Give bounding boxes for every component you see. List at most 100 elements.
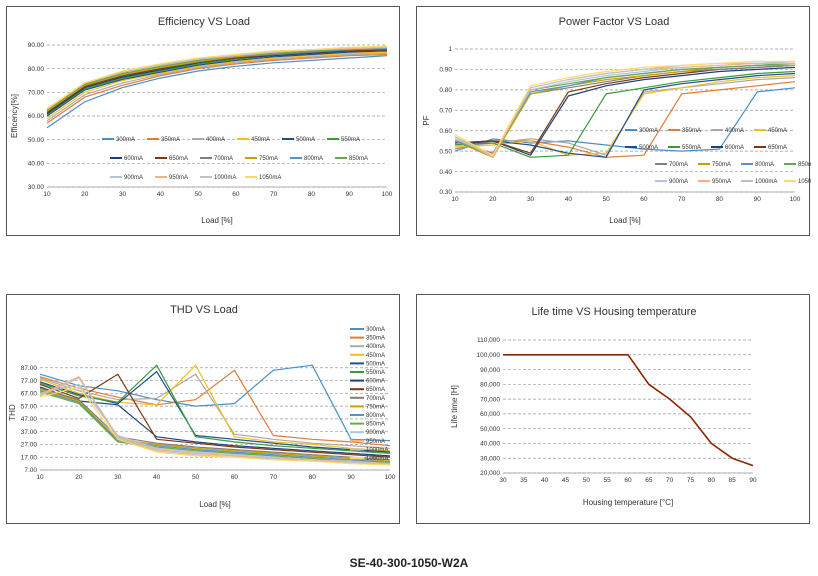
legend-label: 500mA: [366, 361, 385, 367]
series-line: [46, 52, 388, 122]
legend-label: 350mA: [366, 336, 385, 342]
legend-label: 800mA: [304, 156, 323, 162]
legend-label: 1050mA: [259, 175, 281, 181]
chart-title: Efficiency VS Load: [158, 16, 250, 28]
legend-label: 850mA: [798, 162, 811, 168]
x-tick-label: 40: [541, 477, 549, 484]
series-line: [46, 51, 388, 119]
legend-label: 1000mA: [755, 179, 777, 185]
series-line: [39, 376, 391, 465]
x-tick-label: 70: [270, 474, 278, 481]
x-tick-label: 55: [604, 477, 612, 484]
chart-title: THD VS Load: [170, 304, 238, 316]
legend-label: 1000mA: [366, 447, 388, 453]
y-tick-label: 0.50: [439, 148, 452, 155]
x-tick-label: 90: [347, 474, 355, 481]
x-tick-label: 40: [157, 191, 165, 198]
y-axis-label: Life time [H]: [450, 385, 459, 428]
legend-label: 600mA: [124, 156, 143, 162]
legend-label: 300mA: [639, 128, 658, 134]
y-tick-label: 27.00: [21, 442, 38, 449]
x-tick-label: 80: [716, 196, 724, 203]
series-line: [46, 53, 388, 124]
legend-label: 700mA: [669, 162, 688, 168]
x-tick-label: 70: [678, 196, 686, 203]
x-tick-label: 30: [527, 196, 535, 203]
y-tick-label: 87.00: [21, 365, 38, 372]
lifetime-chart: Life time VS Housing temperature 20,00030…: [450, 306, 757, 507]
y-tick-label: 57.00: [21, 403, 38, 410]
legend-label: 750mA: [366, 404, 385, 410]
legend-label: 1050mA: [366, 456, 388, 462]
x-tick-label: 30: [114, 474, 122, 481]
x-tick-label: 30: [499, 477, 507, 484]
legend-label: 500mA: [639, 145, 658, 151]
y-tick-label: 0.60: [439, 128, 452, 135]
thd-chart-panel: THD VS Load 7.00 17.00 27.00 37.00 47.00 57.00…: [6, 294, 400, 524]
x-tick-label: 60: [231, 474, 239, 481]
x-axis-label: Load [%]: [199, 500, 231, 509]
series-line: [503, 353, 754, 467]
x-tick-label: 40: [565, 196, 573, 203]
legend-label: 650mA: [768, 145, 787, 151]
legend-label: 400mA: [366, 344, 385, 350]
x-tick-label: 85: [729, 477, 737, 484]
y-tick-label: 90.00: [28, 42, 45, 49]
x-tick-label: 50: [583, 477, 591, 484]
y-tick-label: 60,000: [480, 411, 500, 418]
series-line: [39, 369, 391, 447]
lifetime-chart-panel: Life time VS Housing temperature 20,000 30…: [416, 294, 810, 524]
legend-label: 800mA: [366, 413, 385, 419]
y-tick-label: 67.00: [21, 391, 38, 398]
y-tick-label: 100,000: [477, 352, 501, 359]
y-tick-label: 80,000: [480, 382, 500, 389]
y-tick-label: 20,000: [480, 470, 500, 477]
thd-chart: THD VS Load 7.00 17.00 27.00 37.00 47.00 57.00…: [8, 304, 396, 509]
y-axis-label: Efficency[%]: [10, 94, 19, 138]
legend-label: 550mA: [682, 145, 701, 151]
x-tick-label: 35: [520, 477, 528, 484]
y-tick-label: 77.00: [21, 378, 38, 385]
series-line: [46, 55, 388, 129]
legend-label: 600mA: [366, 379, 385, 385]
series-line: [39, 373, 391, 449]
chart-title: Life time VS Housing temperature: [531, 306, 696, 318]
legend-label: 350mA: [682, 128, 701, 134]
legend-label: 500mA: [296, 137, 315, 143]
y-tick-label: 1: [448, 46, 452, 53]
legend-label: 750mA: [259, 156, 278, 162]
y-tick-label: 50.00: [28, 137, 45, 144]
x-tick-label: 80: [308, 191, 316, 198]
series-line: [454, 66, 796, 156]
x-tick-label: 100: [790, 196, 801, 203]
x-tick-label: 65: [645, 477, 653, 484]
legend-label: 300mA: [116, 137, 135, 143]
x-tick-label: 90: [754, 196, 762, 203]
x-tick-label: 50: [194, 191, 202, 198]
legend-label: 450mA: [768, 128, 787, 134]
legend-label: 700mA: [366, 396, 385, 402]
x-tick-label: 50: [602, 196, 610, 203]
legend-label: 600mA: [725, 145, 744, 151]
series-line: [39, 387, 391, 461]
legend-label: 400mA: [725, 128, 744, 134]
y-tick-label: 30.00: [28, 184, 45, 191]
series-line: [454, 60, 795, 156]
x-tick-label: 80: [309, 474, 317, 481]
legend-label: 950mA: [366, 439, 385, 445]
series-line: [39, 364, 391, 454]
series-line: [39, 390, 391, 463]
y-tick-label: 0.90: [439, 67, 452, 74]
model-number-footer: SE-40-300-1050-W2A: [349, 556, 469, 570]
y-tick-label: 0.70: [439, 107, 452, 114]
y-tick-label: 47.00: [21, 416, 38, 423]
y-tick-label: 7.00: [24, 467, 37, 474]
x-axis-label: Load [%]: [201, 216, 233, 225]
x-tick-label: 80: [708, 477, 716, 484]
x-tick-label: 60: [232, 191, 240, 198]
legend-label: 350mA: [161, 137, 180, 143]
y-tick-label: 40.00: [28, 161, 45, 168]
x-tick-label: 100: [385, 474, 396, 481]
x-tick-label: 20: [75, 474, 83, 481]
legend-label: 700mA: [214, 156, 233, 162]
